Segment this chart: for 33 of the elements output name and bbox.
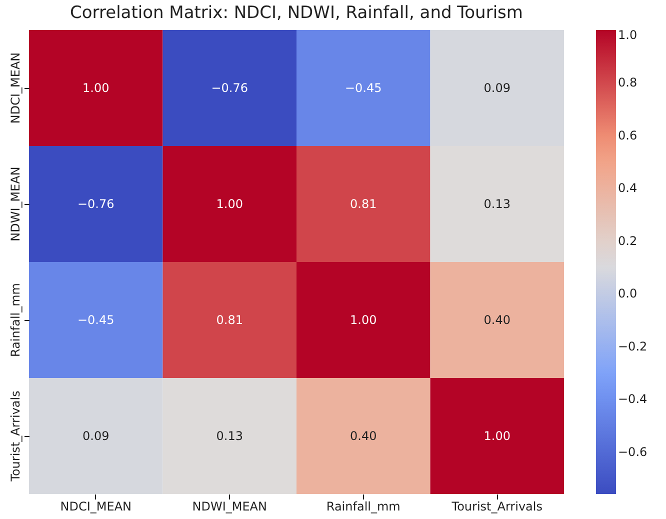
x-tick-label: Rainfall_mm (326, 500, 400, 514)
data-label: −0.45 (344, 81, 382, 95)
color-bar-label: 0.6 (618, 128, 638, 142)
color-bar-label: 0.2 (618, 234, 638, 248)
y-tick-label: NDCI_MEAN (8, 52, 22, 124)
color-bar-label: −0.6 (618, 444, 648, 459)
data-label: 0.81 (350, 197, 377, 211)
data-label: 0.09 (82, 429, 110, 443)
data-label: −0.45 (77, 313, 114, 327)
x-tick-label: NDCI_MEAN (60, 500, 132, 514)
data-label: −0.76 (211, 81, 248, 95)
data-label: 1.00 (82, 81, 110, 95)
data-label: 1.00 (484, 429, 510, 443)
data-label: 0.81 (216, 313, 243, 327)
color-bar-label: 0.8 (618, 76, 638, 90)
data-label: 0.13 (216, 429, 243, 443)
y-tick-label: Rainfall_mm (8, 283, 22, 357)
color-bar-label: 1.0 (618, 28, 638, 42)
color-bar-label: −0.2 (618, 339, 648, 354)
data-label: 1.00 (350, 313, 377, 327)
data-label: 0.40 (350, 429, 377, 443)
data-label: 0.40 (484, 313, 510, 327)
x-tick-label: Tourist_Arrivals (450, 500, 542, 514)
chart-title: Correlation Matrix: NDCI, NDWI, Rainfall, and Tourism (70, 3, 523, 23)
data-label: 0.09 (484, 81, 510, 95)
x-tick-label: NDWI_MEAN (192, 500, 267, 514)
color-bar-label: 0.4 (618, 181, 638, 196)
color-bar-label: 0.0 (618, 286, 638, 301)
color-bar-label: −0.4 (618, 392, 648, 406)
data-label: −0.76 (77, 197, 114, 211)
data-label: 1.00 (216, 197, 243, 211)
data-label: 0.13 (484, 197, 510, 211)
y-tick-label: NDWI_MEAN (8, 166, 22, 242)
